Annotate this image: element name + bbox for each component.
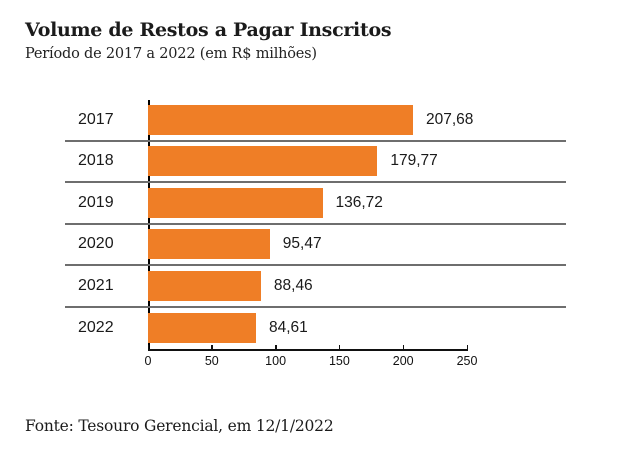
bar-rows: 2017 207,68 2018 179,77 2019 136,72 2020 95,47 2… [65,100,566,349]
value-label: 179,77 [390,152,438,170]
category-label: 2022 [78,319,114,337]
x-tick-mark [466,345,468,351]
x-tick-mark [147,345,149,351]
chart-title: Volume de Restos a Pagar Inscritos [25,19,392,41]
bar-row: 2019 136,72 [65,183,566,225]
category-label: 2020 [78,235,114,253]
source-note: Fonte: Tesouro Gerencial, em 12/1/2022 [25,417,334,435]
chart-header: Volume de Restos a Pagar Inscritos Perío… [25,19,392,62]
y-axis-line [148,100,150,349]
value-label: 88,46 [273,276,313,294]
x-tick-label: 0 [144,354,152,368]
bar-row: 2018 179,77 [65,142,566,183]
bar-row: 2022 84,61 [65,308,566,350]
category-label: 2018 [78,152,114,170]
x-tick-mark [211,345,213,351]
value-label: 95,47 [282,235,322,253]
x-tick-label: 250 [456,354,478,368]
bar-row: 2020 95,47 [65,225,566,266]
bar [148,104,413,135]
bar-row: 2021 88,46 [65,266,566,308]
bar [148,229,270,260]
chart-subtitle: Período de 2017 a 2022 (em R$ milhões) [25,45,317,62]
bar [148,313,256,344]
bar [148,146,378,177]
x-tick-label: 200 [392,354,414,368]
bar [148,187,323,218]
value-label: 207,68 [426,110,474,128]
value-label: 136,72 [335,193,383,211]
category-label: 2017 [78,110,114,128]
x-tick-label: 50 [204,354,219,368]
x-axis: 0 50 100 150 200 250 [145,345,477,368]
x-tick-mark [275,345,277,351]
category-label: 2021 [78,276,114,294]
x-tick-label: 100 [265,354,287,368]
x-tick-label: 150 [328,354,350,368]
category-label: 2019 [78,193,114,211]
x-tick-mark [338,345,341,351]
bar-row: 2017 207,68 [65,100,566,142]
value-label: 84,61 [269,319,308,337]
bar [148,270,261,301]
x-tick-mark [402,345,405,351]
